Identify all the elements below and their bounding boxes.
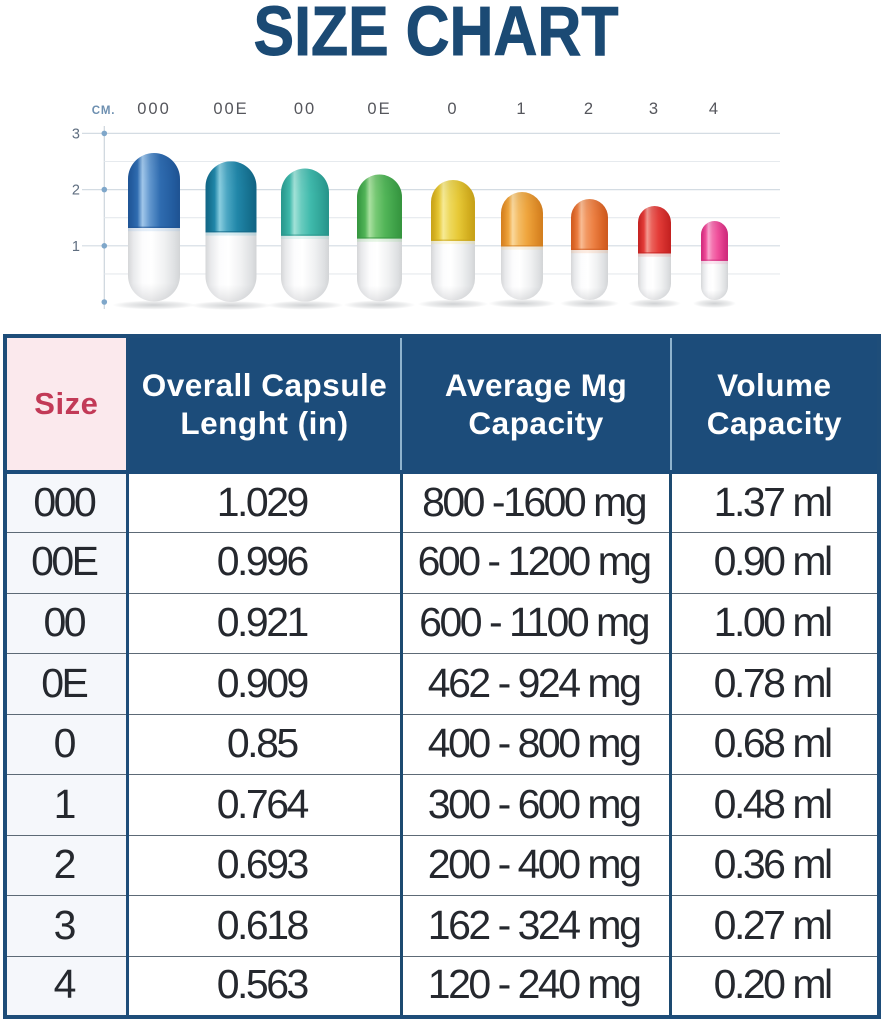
svg-text:0E: 0E	[367, 100, 391, 118]
svg-text:CM.: CM.	[92, 105, 115, 117]
svg-text:3: 3	[649, 100, 660, 118]
svg-text:0: 0	[447, 100, 458, 118]
svg-text:SIZE CHART: SIZE CHART	[254, 0, 619, 70]
svg-text:000: 000	[137, 100, 171, 118]
svg-text:00: 00	[294, 100, 316, 118]
svg-text:2: 2	[72, 183, 80, 199]
svg-text:3: 3	[72, 126, 80, 142]
svg-text:2: 2	[584, 100, 595, 118]
svg-text:4: 4	[709, 100, 720, 118]
svg-text:1: 1	[516, 100, 527, 118]
svg-text:1: 1	[72, 239, 80, 255]
svg-text:00E: 00E	[213, 100, 248, 118]
